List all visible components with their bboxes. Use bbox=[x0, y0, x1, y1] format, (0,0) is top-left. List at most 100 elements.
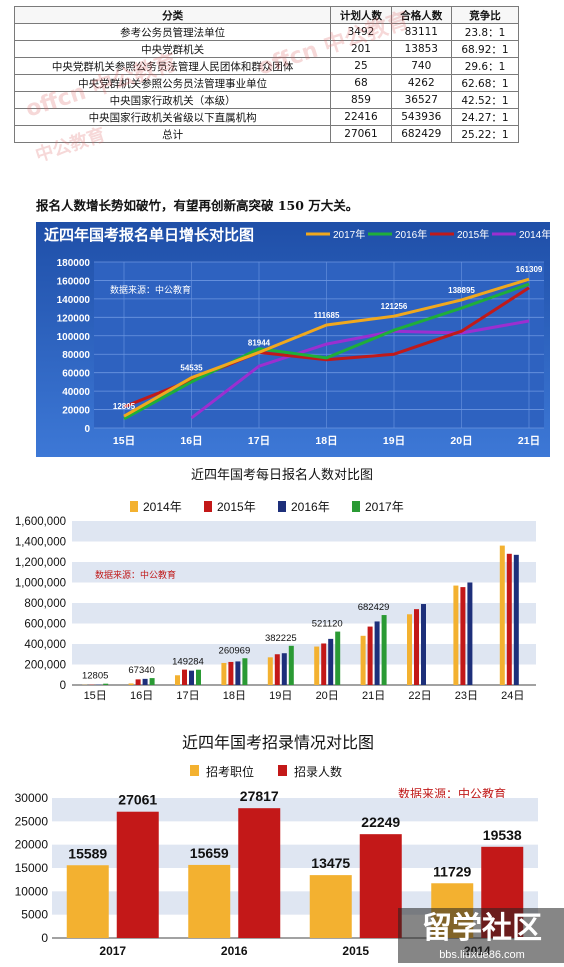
bar-2016年 bbox=[328, 639, 333, 685]
bar-2014年 bbox=[361, 636, 366, 685]
cell-qualified: 36527 bbox=[391, 92, 451, 109]
legend-swatch bbox=[278, 501, 286, 512]
x-tick-label: 22日 bbox=[408, 690, 431, 702]
bar-2014年 bbox=[453, 586, 458, 685]
legend-label: 招录人数 bbox=[294, 764, 342, 779]
y-tick-label: 1,000,000 bbox=[15, 578, 66, 590]
bar-招录人数 bbox=[238, 808, 280, 938]
legend-label: 2017年 bbox=[365, 500, 404, 514]
bar-2015年 bbox=[275, 654, 280, 685]
bar-2015年 bbox=[182, 670, 187, 685]
bar-2017年 bbox=[335, 632, 340, 685]
y-tick-label: 120000 bbox=[57, 313, 91, 324]
cell-category: 参考公务员管理法单位 bbox=[15, 24, 331, 41]
bar-招考职位 bbox=[67, 865, 109, 938]
legend-label: 2015年 bbox=[217, 500, 256, 514]
cell-category: 中央党群机关 bbox=[15, 41, 331, 58]
bar-2016年 bbox=[421, 604, 426, 685]
y-tick-label: 160000 bbox=[57, 276, 91, 287]
bar-2016年 bbox=[189, 671, 194, 685]
data-label: 161309 bbox=[516, 265, 543, 274]
data-label: 12805 bbox=[113, 402, 136, 411]
bar-2014年 bbox=[268, 657, 273, 685]
cell-ratio: 23.8：1 bbox=[451, 24, 518, 41]
bar-2016年 bbox=[375, 621, 380, 685]
x-tick-label: 2015 bbox=[342, 944, 369, 958]
header-ratio: 竞争比 bbox=[451, 7, 518, 24]
cell-planned: 27061 bbox=[331, 126, 391, 143]
data-label: 13475 bbox=[311, 855, 350, 871]
bar-2017年 bbox=[103, 684, 108, 685]
legend-label: 2014年 bbox=[143, 500, 182, 514]
y-tick-label: 180000 bbox=[57, 258, 91, 269]
data-label: 149284 bbox=[172, 657, 204, 668]
bar-2015年 bbox=[460, 587, 465, 685]
bar-2016年 bbox=[514, 555, 519, 685]
x-tick-label: 20日 bbox=[450, 435, 472, 447]
cell-qualified: 13853 bbox=[391, 41, 451, 58]
x-tick-label: 20日 bbox=[316, 690, 339, 702]
bar-2014年 bbox=[314, 647, 319, 685]
bar-2017年 bbox=[382, 615, 387, 685]
legend-swatch bbox=[278, 765, 287, 776]
bar-2014年 bbox=[500, 546, 505, 685]
x-tick-label: 18日 bbox=[315, 435, 337, 447]
cell-planned: 201 bbox=[331, 41, 391, 58]
data-label: 15589 bbox=[68, 845, 107, 861]
cell-category: 中央党群机关参照公务员法管理事业单位 bbox=[15, 75, 331, 92]
bar-2015年 bbox=[414, 609, 419, 685]
cell-qualified: 4262 bbox=[391, 75, 451, 92]
y-tick-label: 10000 bbox=[15, 884, 49, 898]
x-tick-label: 17日 bbox=[248, 435, 270, 447]
cell-ratio: 25.22：1 bbox=[451, 126, 518, 143]
x-tick-label: 16日 bbox=[130, 690, 153, 702]
bar-2017年 bbox=[150, 678, 155, 685]
bar-2014年 bbox=[407, 614, 412, 685]
data-label: 260969 bbox=[219, 645, 251, 656]
x-tick-label: 15日 bbox=[84, 690, 107, 702]
bar-2016年 bbox=[143, 679, 148, 685]
bar-招考职位 bbox=[188, 865, 230, 938]
y-tick-label: 1,400,000 bbox=[15, 537, 66, 549]
header-category: 分类 bbox=[15, 7, 331, 24]
bar-2015年 bbox=[136, 679, 141, 685]
data-label: 81944 bbox=[248, 338, 271, 347]
legend-swatch bbox=[204, 501, 212, 512]
y-tick-label: 80000 bbox=[62, 350, 90, 361]
legend-label: 2017年 bbox=[333, 228, 365, 241]
x-tick-label: 18日 bbox=[223, 690, 246, 702]
chart-title: 近四年国考每日报名人数对比图 bbox=[191, 467, 373, 482]
header-qualified: 合格人数 bbox=[391, 7, 451, 24]
data-label: 11729 bbox=[433, 863, 471, 879]
x-tick-label: 16日 bbox=[180, 435, 202, 447]
cell-planned: 22416 bbox=[331, 109, 391, 126]
bar-招录人数 bbox=[117, 812, 159, 938]
x-tick-label: 24日 bbox=[501, 690, 524, 702]
legend-label: 2014年 bbox=[519, 228, 550, 241]
cell-qualified: 682429 bbox=[391, 126, 451, 143]
y-tick-label: 800,000 bbox=[24, 598, 66, 610]
y-tick-label: 600,000 bbox=[24, 619, 66, 631]
bar-2014年 bbox=[175, 675, 180, 685]
footer-url: bbs.liuxue86.com bbox=[439, 949, 525, 961]
x-tick-label: 2017 bbox=[99, 944, 126, 958]
bar-2014年 bbox=[221, 663, 226, 685]
data-label: 27061 bbox=[118, 792, 157, 808]
cell-planned: 3492 bbox=[331, 24, 391, 41]
bar-2014年 bbox=[129, 683, 134, 685]
data-label: 19538 bbox=[483, 827, 522, 843]
bar-2016年 bbox=[235, 661, 240, 685]
x-tick-label: 19日 bbox=[269, 690, 292, 702]
x-tick-label: 21日 bbox=[518, 435, 540, 447]
bar-招考职位 bbox=[310, 875, 352, 938]
data-label: 54535 bbox=[180, 364, 203, 373]
y-tick-label: 20000 bbox=[15, 838, 49, 852]
